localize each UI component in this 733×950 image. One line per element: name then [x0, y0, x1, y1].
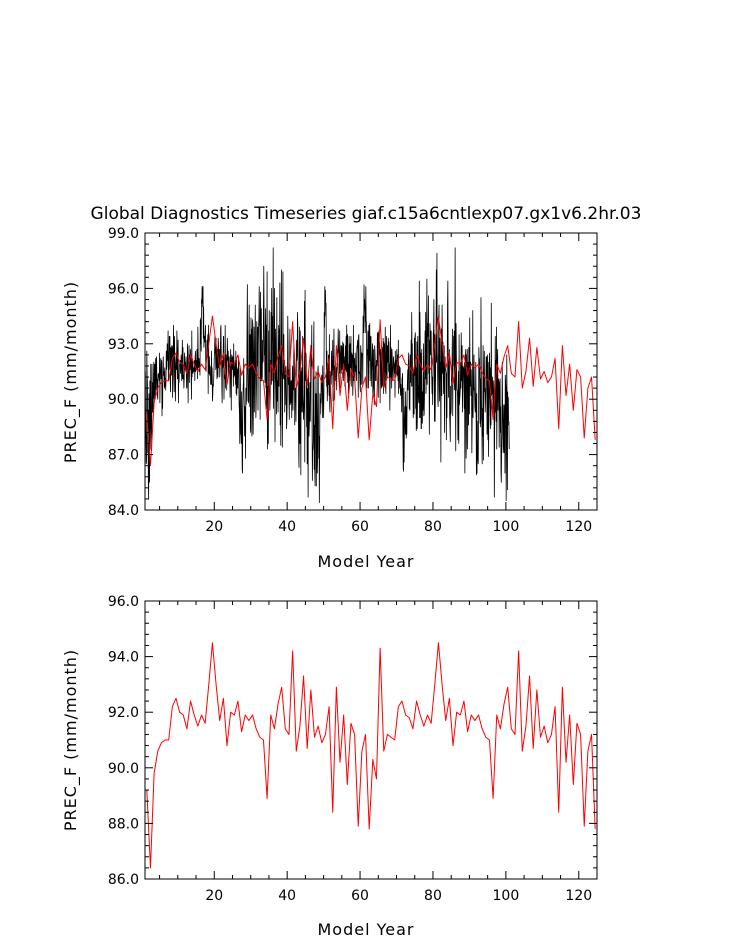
top-chart-panel: Global Diagnostics Timeseries giaf.c15a6…	[61, 204, 641, 571]
bottom-plot-frame	[144, 600, 598, 880]
bottom-y-tick-label: 92.0	[108, 705, 139, 721]
top-x-axis-label: Model Year	[318, 552, 415, 571]
chart-title: Global Diagnostics Timeseries giaf.c15a6…	[91, 204, 642, 224]
bottom-x-tick-label: 40	[278, 888, 296, 904]
bottom-series-line-red	[146, 642, 596, 869]
bottom-y-tick-label: 86.0	[108, 872, 139, 888]
top-y-tick-label: 90.0	[108, 392, 139, 408]
top-y-tick-label: 93.0	[108, 337, 139, 353]
top-y-tick-label: 99.0	[108, 226, 139, 242]
bottom-y-tick-label: 96.0	[108, 594, 139, 610]
bottom-y-tick-label: 94.0	[108, 650, 139, 666]
top-x-tick-label: 40	[278, 519, 296, 535]
bottom-y-tick-label: 90.0	[108, 761, 139, 777]
top-y-axis-label: PREC_F (mm/month)	[61, 281, 81, 463]
bottom-x-tick-label: 60	[351, 888, 369, 904]
top-plot-frame	[144, 232, 598, 511]
top-x-tick-label: 60	[351, 519, 369, 535]
top-plot-area: 84.0 87.0 90.0 93.0 96.0 99.0 20 40 60 80 100 120	[108, 226, 598, 535]
top-x-tick-label: 20	[205, 519, 223, 535]
top-y-tick-label: 87.0	[108, 448, 139, 464]
bottom-y-axis-label: PREC_F (mm/month)	[61, 649, 81, 831]
bottom-x-tick-label: 20	[205, 888, 223, 904]
bottom-x-axis-label: Model Year	[318, 920, 415, 939]
top-x-tick-label: 100	[493, 519, 520, 535]
top-x-tick-label: 120	[565, 519, 592, 535]
top-x-tick-label: 80	[424, 519, 442, 535]
top-y-tick-label: 96.0	[108, 281, 139, 297]
bottom-x-tick-label: 80	[424, 888, 442, 904]
bottom-x-tick-label: 120	[565, 888, 592, 904]
bottom-y-tick-label: 88.0	[108, 816, 139, 832]
top-series-line-black	[144, 247, 510, 504]
top-y-tick-label: 84.0	[108, 503, 139, 519]
top-series-line-red	[146, 315, 596, 467]
bottom-chart-panel: 86.0 88.0 90.0 92.0 94.0 96.0 20 40 60 80 100 120 M…	[61, 594, 598, 939]
bottom-x-tick-label: 100	[493, 888, 520, 904]
bottom-plot-area: 86.0 88.0 90.0 92.0 94.0 96.0 20 40 60 80 100 120	[108, 594, 598, 904]
